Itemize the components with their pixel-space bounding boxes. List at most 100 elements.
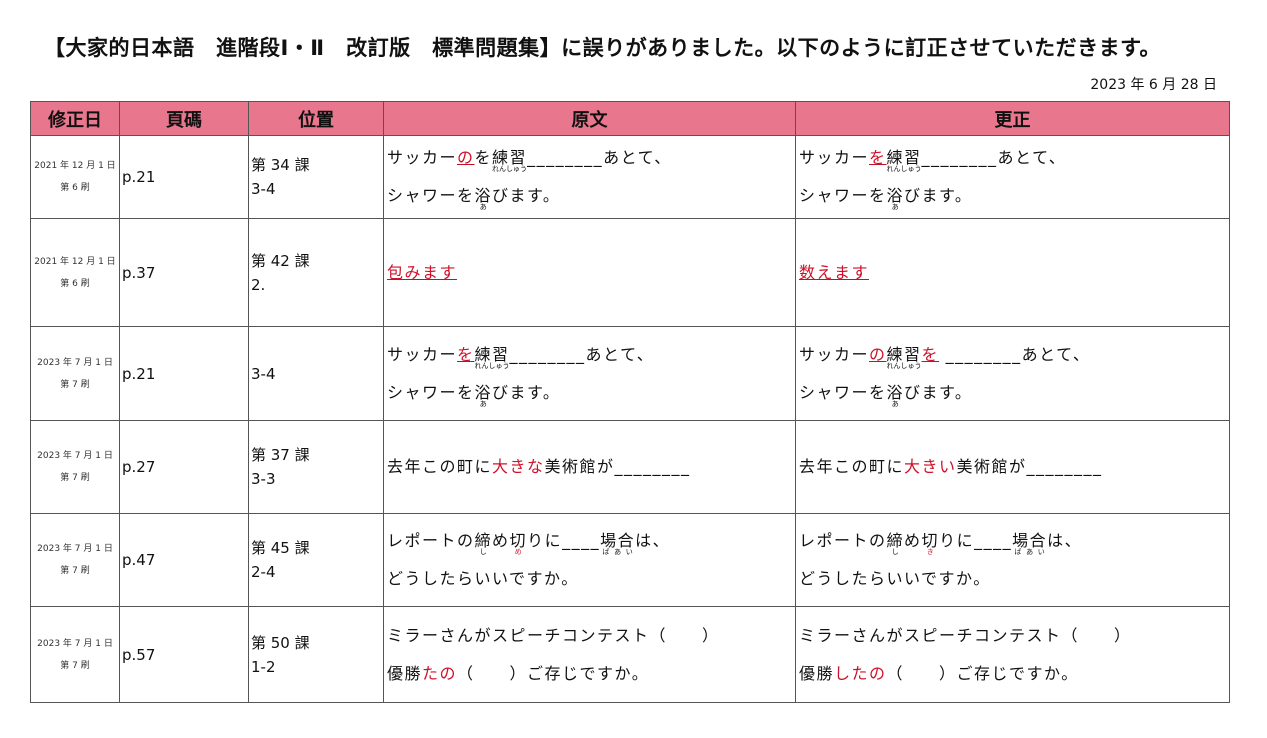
header-date: 修正日 [30, 101, 120, 136]
page-cell: p.21 [119, 135, 249, 219]
ruby-text: 浴あ [475, 186, 493, 211]
text-segment: は、 [1047, 531, 1083, 550]
text-line: 包みます [387, 254, 793, 292]
revision-date: 2021 年 12 月 1 日 [34, 161, 116, 171]
original-cell: レポートの締しめ切めりに____場合ばあいは、 どうしたらいいですか。 [383, 513, 796, 607]
text-segment: りに____ [939, 531, 1013, 550]
text-segment: ミラーさんがスピーチコンテスト（ ） [799, 625, 1132, 645]
errata-table: 修正日 頁碼 位置 原文 更正 2021 年 12 月 1 日第 6 刷 p.21… [30, 101, 1230, 703]
header-row: 修正日 頁碼 位置 原文 更正 [30, 101, 1230, 136]
page-cell: p.57 [119, 606, 249, 703]
correction-cell: レポートの締しめ切きりに____場合ばあいは、 どうしたらいいですか。 [795, 513, 1230, 607]
furigana: あ [474, 399, 493, 408]
correction-cell: サッカーの練習れんしゅうを ________あとて、 シャワーを浴あびます。 [795, 326, 1230, 421]
revision-date: 2023 年 7 月 1 日 [37, 357, 113, 368]
text-line: どうしたらいいですか。 [387, 560, 793, 598]
correction-cell: 去年この町に大きい美術館が________ [795, 420, 1230, 514]
table-row: 2021 年 12 月 1 日第 6 刷 p.37 第 42 課 2. 包みます 数えます [30, 218, 1230, 327]
text-segment: サッカー [387, 148, 458, 167]
revision-date-cell: 2021 年 12 月 1 日第 6 刷 [30, 218, 120, 327]
position-text: 1-2 [251, 657, 276, 676]
header-position: 位置 [248, 101, 384, 136]
text-segment: びます。 [492, 186, 561, 205]
page-title: 【大家的日本語 進階段Ⅰ・Ⅱ 改訂版 標準問題集】に誤りがありました。以下のよう… [44, 36, 1162, 60]
ruby-base: 場合 [600, 531, 636, 550]
corrected-text: 大きな [492, 457, 545, 476]
text-segment: ________あとて、 [921, 148, 1067, 167]
furigana: あ [886, 399, 905, 408]
corrected-text: 大きい [904, 457, 957, 476]
table-row: 2023 年 7 月 1 日第 7 刷 p.27 第 37 課 3-3 去年この町に大き… [30, 420, 1230, 514]
revision-date-cell: 2021 年 12 月 1 日第 6 刷 [30, 135, 120, 219]
correction-cell: ミラーさんがスピーチコンテスト（ ） 優勝したの（ ）ご存じですか。 [795, 606, 1230, 703]
text-segment: （ ）ご存じですか。 [886, 663, 1079, 683]
text-segment: シャワーを [387, 382, 475, 402]
ruby-text: 締し [475, 531, 493, 556]
ruby-text: 浴あ [887, 383, 905, 408]
print-run: 第 7 刷 [60, 473, 90, 483]
text-line: サッカーを練習れんしゅう________あとて、 [799, 139, 1227, 177]
revision-date-cell: 2023 年 7 月 1 日第 7 刷 [30, 606, 120, 703]
print-run: 第 6 刷 [60, 278, 90, 289]
ruby-text: 切き [922, 531, 940, 556]
furigana: め [509, 548, 528, 556]
ruby-text: 練習れんしゅう [492, 148, 528, 173]
text-segment: レポートの [799, 531, 887, 550]
text-line: 去年この町に大きい美術館が________ [799, 448, 1227, 486]
furigana: き [921, 548, 940, 556]
header-page: 頁碼 [119, 101, 249, 136]
position-text: 第 50 課 [251, 633, 310, 652]
furigana: れんしゅう [886, 165, 922, 173]
page-cell: p.21 [119, 326, 249, 421]
text-line: シャワーを浴あびます。 [799, 374, 1227, 412]
ruby-text: 浴あ [475, 383, 493, 408]
text-line: シャワーを浴あびます。 [387, 177, 793, 215]
text-segment: どうしたらいいですか。 [799, 569, 991, 588]
original-cell: 包みます [383, 218, 796, 327]
revision-date: 2021 年 12 月 1 日 [34, 256, 116, 267]
position-cell: 第 37 課 3-3 [248, 420, 384, 514]
table-row: 2023 年 7 月 1 日第 7 刷 p.47 第 45 課 2-4 レポートの締しめ… [30, 513, 1230, 607]
page-cell: p.47 [119, 513, 249, 607]
text-line: シャワーを浴あびます。 [387, 374, 793, 412]
text-segment: 優勝 [387, 663, 423, 683]
revision-date-cell: 2023 年 7 月 1 日第 7 刷 [30, 326, 120, 421]
furigana: ばあい [1012, 548, 1048, 556]
text-segment: を [474, 148, 493, 167]
position-cell: 第 45 課 2-4 [248, 513, 384, 607]
position-cell: 第 34 課 3-4 [248, 135, 384, 219]
table-row: 2021 年 12 月 1 日第 6 刷 p.21 第 34 課 3-4 サッカーのを練… [30, 135, 1230, 219]
revision-date: 2023 年 7 月 1 日 [37, 544, 113, 554]
position-text: 第 37 課 [251, 446, 310, 464]
text-segment: びます。 [492, 382, 561, 402]
text-line: 数えます [799, 254, 1227, 292]
position-cell: 第 42 課 2. [248, 218, 384, 327]
revision-date: 2023 年 7 月 1 日 [37, 451, 113, 461]
text-segment: め [904, 531, 922, 550]
table-row: 2023 年 7 月 1 日第 7 刷 p.57 第 50 課 1-2 ミラーさんがスピ… [30, 606, 1230, 703]
text-line: シャワーを浴あびます。 [799, 177, 1227, 215]
position-text: 3-4 [251, 364, 276, 383]
position-text: 3-3 [251, 470, 276, 488]
text-segment: シャワーを [387, 186, 475, 205]
notice-date: 2023 年 6 月 28 日 [1090, 77, 1217, 93]
corrected-text: を [457, 344, 475, 364]
furigana: れんしゅう [474, 361, 510, 370]
text-segment: 美術館が________ [956, 457, 1103, 476]
text-segment: びます。 [904, 186, 973, 205]
position-text: 3-4 [251, 180, 276, 198]
text-segment: は、 [635, 531, 671, 550]
revision-date-cell: 2023 年 7 月 1 日第 7 刷 [30, 420, 120, 514]
corrected-text: を [869, 148, 887, 167]
furigana: ばあい [600, 548, 636, 556]
header-original: 原文 [383, 101, 796, 136]
print-run: 第 7 刷 [60, 660, 90, 671]
ruby-base: 練習 [492, 148, 528, 167]
text-line: ミラーさんがスピーチコンテスト（ ） [387, 617, 793, 655]
ruby-base: 場合 [1012, 531, 1048, 550]
ruby-base: 締 [886, 531, 905, 550]
text-segment: ________あとて、 [939, 344, 1091, 364]
corrected-text: したの [834, 663, 887, 683]
corrected-text: の [457, 148, 475, 167]
ruby-text: 練習れんしゅう [887, 148, 922, 173]
